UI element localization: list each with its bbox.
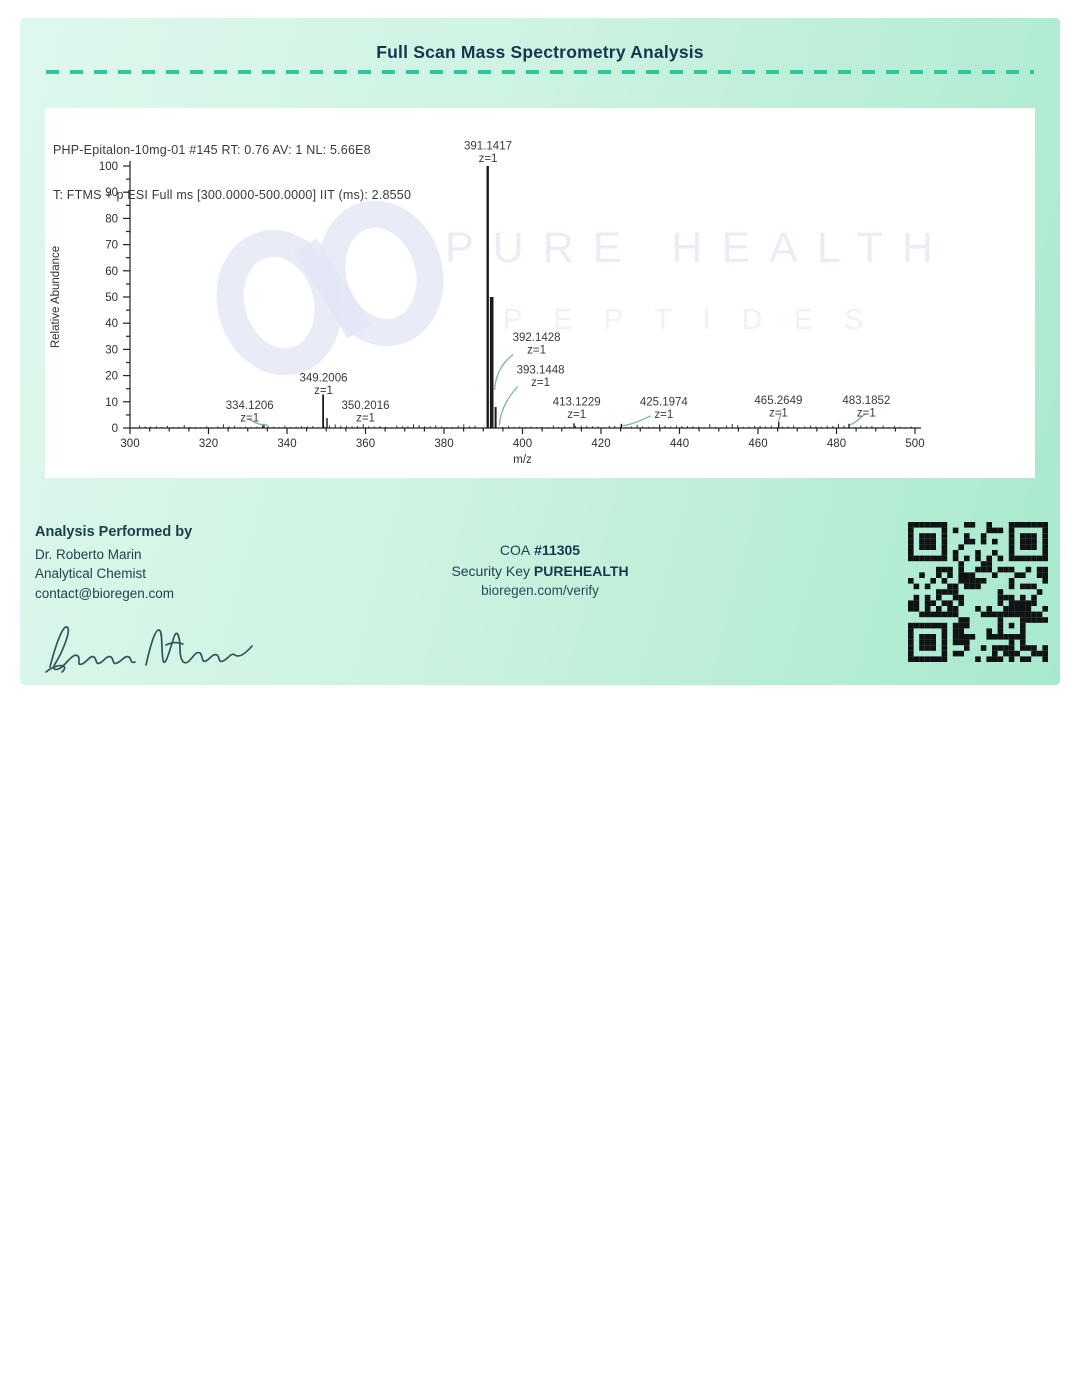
svg-text:90: 90 [105, 187, 118, 199]
svg-text:340: 340 [277, 438, 296, 450]
svg-text:z=1: z=1 [240, 413, 259, 425]
watermark-brand-line1: PURE HEALTH [445, 224, 952, 272]
svg-text:0: 0 [112, 423, 118, 435]
security-key: PUREHEALTH [533, 562, 629, 579]
mass-spectrum-chart: PURE HEALTH PEPTIDES PHP-Epitalon-10mg-0… [45, 108, 1035, 478]
svg-text:350.2016: 350.2016 [342, 400, 390, 412]
svg-text:40: 40 [105, 318, 118, 330]
svg-text:349.2006: 349.2006 [300, 372, 348, 384]
svg-text:z=1: z=1 [356, 413, 375, 425]
analyst-signature [45, 626, 253, 673]
dashed-separator [46, 70, 1034, 74]
scan-header: PHP-Epitalon-10mg-01 #145 RT: 0.76 AV: 1… [53, 113, 411, 233]
svg-text:z=1: z=1 [314, 385, 333, 397]
coa-number-line: COA #11305 [499, 542, 581, 558]
svg-text:465.2649: 465.2649 [754, 395, 802, 407]
svg-text:413.1229: 413.1229 [553, 397, 601, 409]
security-key-line: Security Key PUREHEALTH [451, 562, 629, 579]
svg-text:420: 420 [591, 438, 610, 450]
page-title: Full Scan Mass Spectrometry Analysis [376, 42, 704, 62]
svg-text:392.1428: 392.1428 [513, 332, 561, 344]
svg-text:10: 10 [105, 397, 118, 409]
spectrum-plot: 0 10 20 30 40 50 60 70 80 90 100 300 320 340 360 380 400… [50, 141, 925, 467]
svg-text:z=1: z=1 [769, 407, 788, 419]
svg-text:300: 300 [120, 438, 139, 450]
svg-text:460: 460 [748, 438, 767, 450]
svg-text:Relative Abundance: Relative Abundance [50, 246, 62, 348]
qr-code [908, 522, 1048, 662]
verification-block: COA #11305 Security Key PUREHEALTH biore… [20, 540, 1060, 602]
svg-text:m/z: m/z [513, 454, 532, 466]
infinity-icon [216, 200, 444, 376]
verify-url: bioregen.com/verify [481, 583, 599, 598]
coa-number: #11305 [534, 542, 581, 558]
svg-text:z=1: z=1 [531, 377, 550, 389]
svg-text:z=1: z=1 [654, 409, 673, 421]
svg-text:500: 500 [905, 438, 924, 450]
svg-text:320: 320 [199, 438, 218, 450]
svg-text:334.1206: 334.1206 [226, 400, 274, 412]
svg-text:440: 440 [670, 438, 689, 450]
svg-text:80: 80 [105, 213, 118, 225]
svg-text:480: 480 [827, 438, 846, 450]
svg-text:50: 50 [105, 292, 118, 304]
analyst-email: contact@bioregen.com [35, 585, 175, 601]
svg-text:20: 20 [105, 371, 118, 383]
svg-text:393.1448: 393.1448 [517, 365, 565, 377]
coa-green-panel: Full Scan Mass Spectrometry Analysis PUR… [20, 18, 1060, 685]
svg-text:391.1417: 391.1417 [464, 141, 512, 153]
svg-text:360: 360 [356, 438, 375, 450]
analyst-role: Analytical Chemist [35, 566, 147, 581]
scan-header-line1: PHP-Epitalon-10mg-01 #145 RT: 0.76 AV: 1… [53, 143, 371, 157]
analyst-name: Dr. Roberto Marin [35, 546, 142, 562]
scan-header-line2: T: FTMS + p ESI Full ms [300.0000-500.00… [53, 188, 412, 202]
svg-text:483.1852: 483.1852 [842, 395, 890, 407]
svg-text:30: 30 [105, 344, 118, 356]
svg-text:z=1: z=1 [479, 153, 498, 165]
svg-text:100: 100 [99, 161, 118, 173]
svg-text:z=1: z=1 [527, 345, 546, 357]
svg-text:70: 70 [105, 240, 118, 252]
watermark-brand-line2: PEPTIDES [503, 304, 895, 336]
svg-text:400: 400 [513, 438, 532, 450]
svg-text:425.1974: 425.1974 [640, 397, 689, 409]
svg-text:60: 60 [105, 266, 118, 278]
analyst-heading: Analysis Performed by [35, 524, 193, 540]
svg-text:380: 380 [434, 438, 453, 450]
svg-text:z=1: z=1 [567, 409, 586, 421]
analyst-block: Analysis Performed by Dr. Roberto Marin … [35, 523, 192, 603]
svg-text:z=1: z=1 [857, 407, 876, 419]
